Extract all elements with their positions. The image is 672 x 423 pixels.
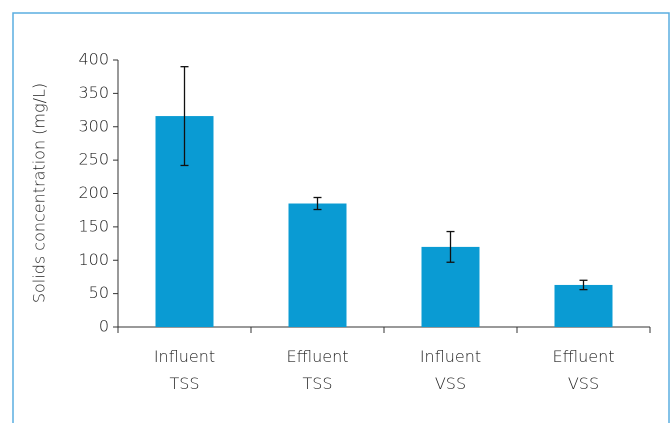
x-tick-label: Effluent VSS [553, 347, 615, 393]
y-tick-label: 200 [78, 183, 109, 202]
y-tick-label: 0 [99, 317, 109, 336]
y-tick-label: 400 [78, 50, 109, 69]
x-tick-label: Influent VSS [420, 347, 481, 393]
y-tick-label: 100 [78, 250, 109, 269]
y-tick-label: 300 [78, 116, 109, 135]
y-tick-label: 250 [78, 150, 109, 169]
frame [12, 12, 670, 423]
y-axis-label: Solids concentration (mg/L) [30, 83, 49, 303]
x-tick-label: Influent TSS [154, 347, 215, 393]
y-tick-label: 350 [78, 83, 109, 102]
y-tick-label: 150 [78, 216, 109, 235]
y-tick-label: 50 [89, 283, 109, 302]
x-tick-label: Effluent TSS [287, 347, 349, 393]
bar [554, 284, 613, 327]
bar [288, 203, 347, 327]
